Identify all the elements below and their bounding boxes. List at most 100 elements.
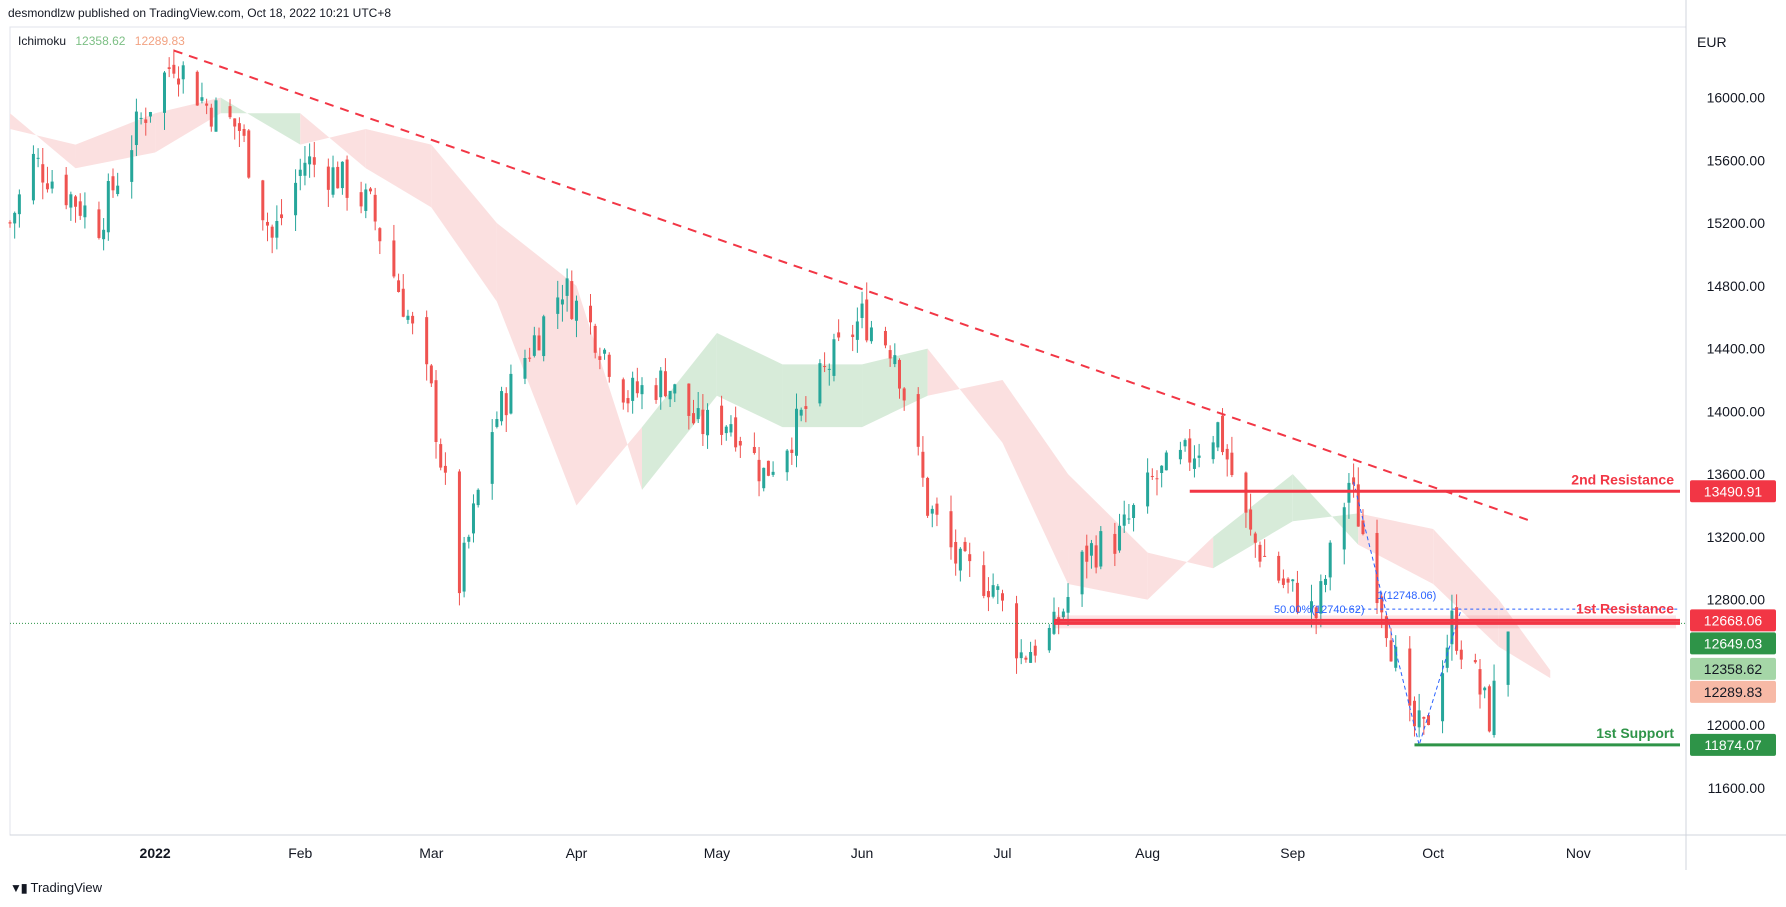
candle-body [729,424,733,433]
candle-body [411,315,415,324]
price-tag [1690,657,1776,680]
brand-name: TradingView [30,880,103,895]
axes: EUR 11600.0012000.0012400.0012800.001320… [140,34,1766,861]
candle-body [429,365,433,384]
plot-frame [9,26,1687,836]
indicator-legend[interactable]: Ichimoku 12358.62 12289.83 [18,34,185,48]
candle-body [869,327,873,342]
candle-body [1445,647,1449,668]
candle-body [537,335,541,351]
candle-body [1356,484,1360,527]
candle-body [790,449,794,453]
candle-body [542,316,546,357]
cloud-segment [782,364,863,428]
cloud-segment [496,223,577,506]
y-tick-label: 14400.00 [1707,341,1766,357]
candle-body [509,373,513,414]
candle-body [205,103,209,106]
candle-body [331,167,335,195]
candle-body [336,166,340,189]
candle-body [1183,440,1187,447]
candle-body [897,359,901,389]
candle-body [1132,505,1136,518]
x-tick-label: Feb [288,845,312,861]
candle-body [457,471,461,594]
candle-body [1118,525,1122,551]
y-tick-label: 15200.00 [1707,215,1766,231]
indicator-value-2: 12289.83 [134,34,185,48]
x-tick-label: Mar [419,845,443,861]
downtrend-line [173,49,1532,523]
cloud-segment [1002,380,1069,584]
candle-body [378,228,382,242]
candle-body [13,212,17,224]
candle-body [1352,477,1356,485]
candle-body [1263,555,1267,557]
candle-body [659,370,663,398]
candle-body [1122,514,1126,526]
price-tag-label: 13490.91 [1704,483,1763,499]
x-tick-label: Apr [566,845,588,861]
candle-body [687,383,691,416]
candle-body [1314,607,1318,619]
cloud-segment [75,113,156,169]
candle-body [195,71,199,106]
candle-body [1221,415,1225,453]
candle-body [771,471,775,475]
candle-body [589,305,593,323]
candle-body [752,446,756,454]
candle-body [406,315,410,320]
candle-body [1422,716,1426,719]
candle-body [17,194,21,215]
candle-body [1150,475,1154,477]
candle-body [574,300,578,321]
candle-body [265,221,269,226]
candle-body [1459,649,1463,660]
y-tick-label: 15600.00 [1707,152,1766,168]
candle-body [340,161,344,189]
cloud-segment [642,332,717,490]
x-tick-label: Aug [1135,845,1160,861]
candle-body [598,356,602,360]
candle-body [795,408,799,456]
candle-body [1286,578,1290,583]
candle-body [462,542,466,592]
candle-body [635,381,639,394]
candle-body [785,450,789,473]
price-labels: 13490.91 12668.06 12649.03 12358.62 12289.83… [1690,480,1776,756]
price-tag [1690,609,1776,632]
candle-body [757,459,761,482]
candle-body [1394,646,1398,668]
candle-body [603,349,607,354]
candle-body [116,185,120,195]
candle-body [1441,673,1445,722]
candle-body [397,280,401,292]
candle-body [102,229,106,240]
candle-body [528,357,532,359]
candle-body [860,303,864,318]
candle-body [532,335,536,356]
candle-body [1249,509,1253,530]
candle-body [837,332,841,338]
candle-body [1033,645,1037,656]
cloud-segment [862,348,928,428]
candle-body [832,339,836,376]
candle-body [368,188,372,192]
candle-body [921,451,925,478]
candle-body [74,196,78,207]
candle-body [968,554,972,562]
candle-body [1000,593,1004,601]
candle-body [958,548,962,571]
candle-body [392,240,396,277]
candle-body [345,159,349,198]
candle-body [1127,518,1131,520]
price-tag-label: 12668.06 [1704,612,1763,628]
y-tick-label: 14000.00 [1707,403,1766,419]
candle-body [1019,652,1023,659]
candle-body [1024,657,1028,660]
candle-body [1328,542,1332,578]
candle-body [799,409,803,416]
candle-body [935,503,939,515]
price-tag [1690,480,1776,503]
